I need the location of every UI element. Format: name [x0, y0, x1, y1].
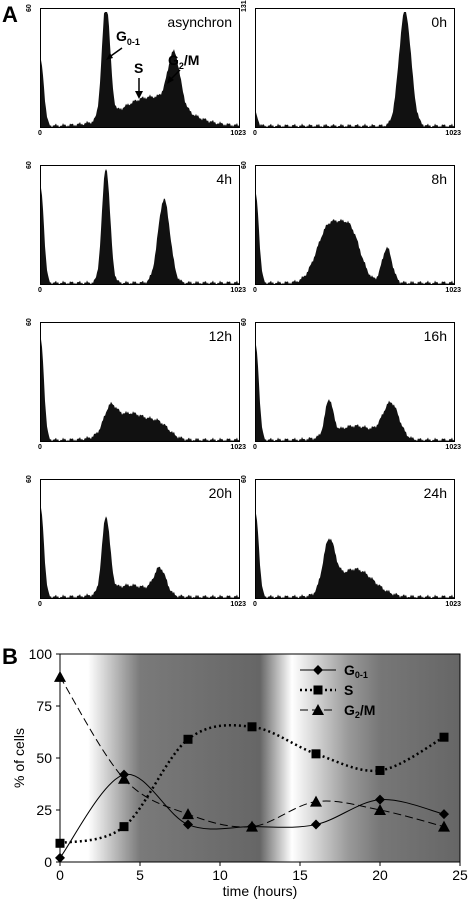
series-2-point — [438, 820, 450, 832]
histogram-bars — [255, 12, 455, 128]
histogram-2: 60 0 1023 4h — [26, 161, 246, 294]
histogram-title: 4h — [216, 171, 232, 187]
series-2-point — [374, 804, 386, 815]
histogram-xmin: 0 — [253, 601, 257, 608]
series-1-point — [247, 722, 257, 732]
histogram-4: 60 0 1023 12h — [26, 318, 246, 451]
histogram-frame — [255, 479, 455, 599]
series-1-point — [55, 838, 65, 848]
legend-marker-2 — [312, 704, 324, 715]
histogram-bars — [40, 12, 240, 128]
histogram-xmax: 1023 — [445, 287, 461, 294]
y-tick-label: 100 — [29, 646, 53, 662]
histogram-xmin: 0 — [38, 601, 42, 608]
series-2-point — [118, 772, 130, 784]
histogram-frame — [255, 165, 455, 285]
histogram-xmin: 0 — [38, 444, 42, 451]
histogram-frame — [255, 322, 455, 442]
histogram-title: 8h — [431, 171, 447, 187]
histogram-ymax: 60 — [241, 318, 248, 326]
histogram-xmax: 1023 — [230, 444, 246, 451]
histogram-title: asynchron — [167, 14, 232, 30]
histogram-6: 60 0 1023 20h — [26, 475, 246, 608]
histogram-xmax: 1023 — [445, 444, 461, 451]
series-1-point — [439, 732, 449, 742]
series-1-point — [183, 734, 193, 744]
series-0-point — [183, 819, 193, 830]
x-tick-label: 5 — [136, 867, 144, 883]
series-2-point — [182, 808, 194, 820]
histogram-1: 131 0 1023 0h — [241, 0, 461, 137]
histogram-bars — [255, 193, 455, 285]
x-tick-label: 25 — [452, 867, 468, 883]
x-tick-label: 10 — [212, 867, 228, 883]
series-1-point — [311, 749, 321, 759]
legend-marker-1 — [313, 685, 323, 695]
y-axis-label: % of cells — [11, 728, 27, 788]
series-0-point — [375, 794, 385, 805]
legend-label-0: G0-1 — [344, 662, 368, 680]
histogram-xmax: 1023 — [230, 287, 246, 294]
legend-label-1: S — [344, 682, 353, 698]
histogram-xmin: 0 — [38, 287, 42, 294]
histogram-xmax: 1023 — [445, 130, 461, 137]
histogram-xmin: 0 — [253, 444, 257, 451]
histogram-title: 0h — [431, 14, 447, 30]
histogram-frame — [40, 8, 240, 128]
histogram-ymax: 60 — [26, 475, 33, 483]
g2m-annotation: G2/M — [168, 52, 200, 71]
histogram-xmin: 0 — [253, 287, 257, 294]
histogram-ymax: 60 — [26, 4, 33, 12]
series-2-point — [54, 670, 66, 682]
histogram-5: 60 0 1023 16h — [241, 318, 461, 451]
histogram-frame — [255, 8, 455, 128]
histogram-title: 12h — [208, 328, 232, 344]
series-line-2 — [59, 676, 445, 828]
x-tick-label: 0 — [56, 867, 64, 883]
histogram-xmax: 1023 — [230, 601, 246, 608]
y-tick-label: 75 — [36, 698, 52, 714]
cell-cycle-line-chart: 0 25 50 75 100 0 5 10 15 20 25 time (hours) % of cel… — [11, 646, 468, 899]
histogram-ymax: 60 — [241, 475, 248, 483]
x-axis-label: time (hours) — [223, 883, 298, 899]
histogram-xmin: 0 — [253, 130, 257, 137]
legend-marker-0 — [313, 665, 323, 675]
s-annotation: S — [134, 60, 144, 76]
histogram-bars — [40, 339, 240, 442]
series-0-point — [311, 819, 321, 830]
series-0-point — [439, 809, 449, 820]
series-2-point — [310, 795, 322, 807]
histogram-title: 24h — [423, 485, 447, 501]
series-2-point — [246, 820, 258, 832]
y-tick-label: 25 — [36, 802, 52, 818]
g01-annotation: G0-1 — [116, 28, 140, 47]
histogram-frame — [40, 479, 240, 599]
histogram-xmin: 0 — [38, 130, 42, 137]
histogram-title: 16h — [423, 328, 447, 344]
y-tick-label: 50 — [36, 750, 52, 766]
x-tick-label: 20 — [372, 867, 388, 883]
histogram-bars — [255, 513, 455, 599]
x-tick-label: 15 — [292, 867, 308, 883]
histogram-title: 20h — [208, 485, 232, 501]
histogram-ymax: 60 — [26, 318, 33, 326]
histogram-3: 60 0 1023 8h — [241, 161, 461, 294]
panel-a-label: A — [2, 2, 18, 27]
histogram-xmax: 1023 — [230, 130, 246, 137]
panel-b-label: B — [2, 644, 18, 669]
histogram-xmax: 1023 — [445, 601, 461, 608]
legend-label-2: G2/M — [344, 702, 375, 720]
y-tick-label: 0 — [44, 854, 52, 870]
series-1-point — [119, 822, 129, 832]
series-1-point — [375, 765, 385, 775]
histogram-ymax: 131 — [241, 0, 248, 12]
histogram-ymax: 60 — [26, 161, 33, 169]
series-0-point — [55, 852, 65, 863]
histogram-ymax: 60 — [241, 161, 248, 169]
histogram-frame — [40, 322, 240, 442]
histogram-7: 60 0 1023 24h — [241, 475, 461, 608]
histogram-0: 60 0 1023 asynchron — [26, 4, 246, 137]
histogram-frame — [40, 165, 240, 285]
